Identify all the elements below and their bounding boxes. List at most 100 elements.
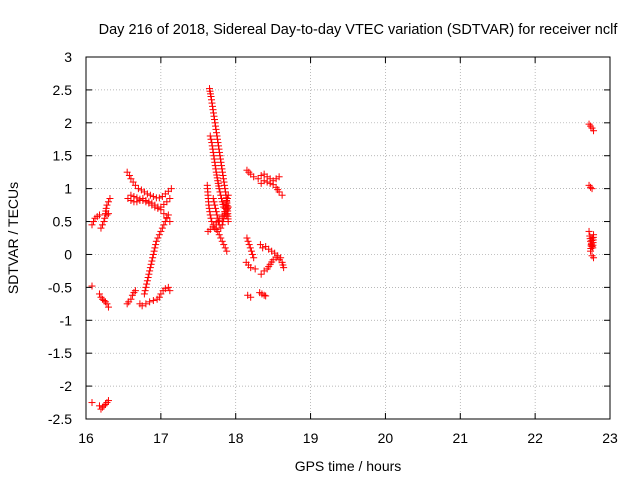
data-point <box>155 293 163 301</box>
data-point <box>149 297 157 305</box>
data-point <box>245 241 253 249</box>
data-point <box>160 221 168 229</box>
chart-title: Day 216 of 2018, Sidereal Day-to-day VTE… <box>99 22 619 38</box>
x-tick-label: 18 <box>228 430 244 446</box>
data-point <box>98 221 106 229</box>
data-point <box>104 210 112 218</box>
data-point <box>160 210 168 218</box>
data-point <box>587 247 595 255</box>
data-point <box>275 256 283 264</box>
data-point <box>131 287 139 295</box>
data-point <box>166 287 174 295</box>
data-point <box>221 244 229 252</box>
data-point <box>139 196 147 204</box>
data-point <box>154 204 162 212</box>
data-point <box>585 227 593 235</box>
data-point <box>151 244 159 252</box>
data-point <box>206 132 214 140</box>
data-point <box>211 224 219 232</box>
data-point <box>249 250 257 258</box>
data-point <box>257 270 265 278</box>
data-point <box>209 195 217 203</box>
data-point <box>221 204 229 212</box>
data-point <box>260 291 268 299</box>
data-point <box>588 185 596 193</box>
data-point <box>223 247 231 255</box>
data-point <box>131 181 139 189</box>
data-point <box>104 303 112 311</box>
data-point <box>254 175 262 183</box>
data-point <box>144 273 152 281</box>
data-point <box>125 171 133 179</box>
data-point <box>223 198 231 206</box>
data-point <box>208 218 216 226</box>
y-tick-label: -2 <box>60 378 73 394</box>
data-point <box>155 231 163 239</box>
data-point <box>215 231 223 239</box>
data-point <box>103 300 111 308</box>
data-point <box>161 285 169 293</box>
y-tick-label: 2.5 <box>53 82 73 98</box>
data-point <box>163 214 171 222</box>
data-point <box>278 191 286 199</box>
data-point <box>243 234 251 242</box>
data-point <box>134 185 142 193</box>
data-point <box>95 211 103 219</box>
data-point <box>150 247 158 255</box>
x-tick-label: 16 <box>78 430 94 446</box>
data-point <box>207 214 215 222</box>
data-point <box>220 241 228 249</box>
data-point <box>146 298 154 306</box>
data-point <box>152 241 160 249</box>
data-point <box>210 198 218 206</box>
data-point <box>250 173 258 181</box>
data-point <box>163 198 171 206</box>
x-tick-label: 17 <box>153 430 169 446</box>
data-point <box>217 234 225 242</box>
data-point <box>207 135 215 143</box>
data-point <box>97 224 105 232</box>
grid <box>86 57 610 419</box>
data-point <box>247 247 255 255</box>
data-point <box>215 185 223 193</box>
data-point <box>587 183 595 191</box>
data-point <box>275 173 283 181</box>
data-point <box>218 237 226 245</box>
y-tick-label: 1.5 <box>53 148 73 164</box>
data-point <box>138 302 146 310</box>
data-point <box>166 195 174 203</box>
data-point <box>157 227 165 235</box>
data-point <box>146 191 154 199</box>
x-tick-label: 21 <box>452 430 468 446</box>
data-point <box>127 295 135 303</box>
data-point <box>152 237 160 245</box>
axis-ticks: 16 17 18 19 20 21 22 23 3 2.5 2 1.5 1 0.5 0 -0.5 -1 -1.5 -… <box>48 49 618 446</box>
data-point <box>100 402 108 410</box>
data-point <box>211 201 219 209</box>
data-point <box>590 254 598 262</box>
data-point <box>102 204 110 212</box>
data-point <box>246 244 254 252</box>
data-point <box>141 287 149 295</box>
data-point <box>88 221 96 229</box>
data-point <box>257 171 265 179</box>
data-point <box>142 198 150 206</box>
data-point <box>145 270 153 278</box>
data-point <box>106 195 114 203</box>
data-point <box>103 201 111 209</box>
y-tick-label: -2.5 <box>48 411 72 427</box>
data-point <box>224 191 232 199</box>
y-tick-label: 1 <box>64 181 72 197</box>
data-point <box>103 211 111 219</box>
data-point <box>214 227 222 235</box>
data-point <box>217 191 225 199</box>
data-point <box>146 264 154 272</box>
y-tick-label: -1 <box>60 312 73 328</box>
data-point <box>209 223 217 231</box>
data-point <box>143 280 151 288</box>
data-point <box>142 283 150 291</box>
data-point <box>590 127 598 135</box>
data-point <box>158 224 166 232</box>
y-axis-label: SDTVAR / TECUs <box>5 182 21 294</box>
data-point <box>259 244 267 252</box>
